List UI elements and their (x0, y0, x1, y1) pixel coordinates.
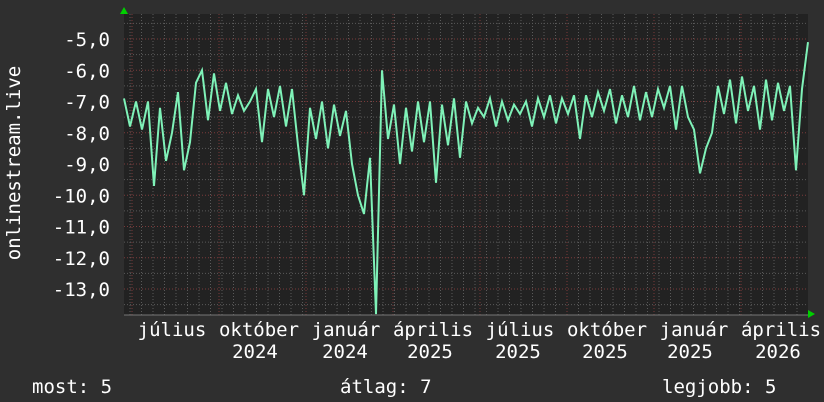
y-tick-label: -12,0 (53, 248, 110, 270)
y-axis-title: onlinestream.live (3, 65, 25, 261)
x-tick-year: 2025 (582, 341, 628, 363)
legend-best: legjobb: 5 (662, 376, 777, 398)
x-tick-year: 2024 (322, 341, 368, 363)
x-tick-year: 2025 (495, 341, 541, 363)
x-tick-year: 2024 (232, 341, 278, 363)
x-tick-label: április (741, 319, 821, 341)
x-axis-arrow-icon (808, 310, 815, 318)
x-tick-label: január (660, 319, 729, 341)
x-axis-ticks: július október január április július október j… (138, 319, 821, 363)
y-axis-arrow-icon (120, 7, 128, 14)
y-tick-label: -13,0 (53, 279, 110, 301)
y-tick-label: -5,0 (64, 29, 110, 51)
x-tick-label: július (138, 319, 207, 341)
y-tick-label: -10,0 (53, 185, 110, 207)
x-tick-label: április (393, 319, 473, 341)
y-tick-label: -7,0 (64, 92, 110, 114)
y-tick-label: -11,0 (53, 217, 110, 239)
x-tick-year: 2025 (667, 341, 713, 363)
y-tick-label: -6,0 (64, 60, 110, 82)
x-tick-year: 2026 (755, 341, 801, 363)
x-tick-label: január (312, 319, 381, 341)
x-tick-label: július (486, 319, 555, 341)
x-tick-label: október (219, 319, 299, 341)
x-tick-year: 2025 (407, 341, 453, 363)
y-axis-ticks: -5,0 -6,0 -7,0 -8,0 -9,0 -10,0 -11,0 -12,0 -13,0 (53, 29, 110, 301)
y-tick-label: -9,0 (64, 154, 110, 176)
legend-average: átlag: 7 (340, 376, 432, 398)
legend-current: most: 5 (32, 376, 113, 398)
y-tick-label: -8,0 (64, 123, 110, 145)
series-line (123, 41, 809, 315)
x-tick-label: október (567, 319, 647, 341)
